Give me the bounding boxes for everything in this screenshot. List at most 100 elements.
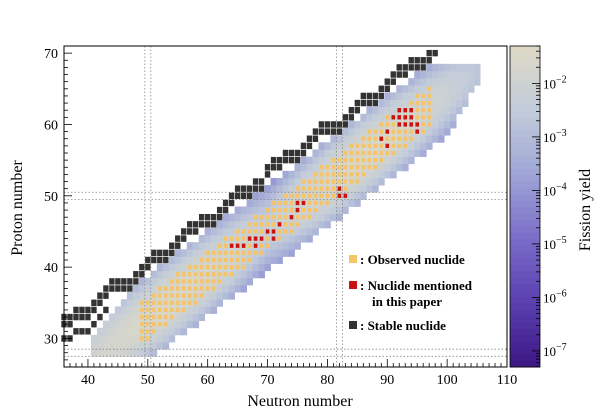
observed-nuclide (313, 200, 318, 206)
yield-cell (468, 63, 475, 72)
colorbar-tick-label: 10−6 (543, 288, 567, 305)
observed-nuclide (265, 207, 270, 213)
yield-cell (198, 313, 206, 322)
mentioned-nuclide (415, 129, 419, 134)
stable-nuclide (306, 135, 313, 142)
observed-nuclide (265, 222, 270, 227)
yield-cell (414, 149, 421, 157)
yield-cell (144, 342, 152, 350)
yield-cell (300, 235, 307, 243)
mentioned-nuclide (343, 193, 348, 198)
stable-nuclide (193, 221, 199, 228)
stable-nuclide (360, 99, 367, 107)
stable-nuclide (384, 78, 390, 85)
observed-nuclide (199, 279, 204, 284)
observed-nuclide (301, 215, 306, 220)
observed-nuclide (349, 165, 354, 170)
yield-cell (156, 270, 164, 279)
mentioned-nuclide (403, 108, 408, 113)
yield-cell (270, 242, 277, 250)
mentioned-nuclide (289, 215, 294, 220)
stable-nuclide (67, 313, 73, 321)
yield-cell (174, 249, 182, 257)
yield-cell (192, 242, 200, 250)
legend-label: : Stable nuclide (360, 318, 446, 333)
colorbar-tick-label: 10−4 (543, 181, 567, 198)
observed-nuclide (169, 314, 174, 320)
observed-nuclide (199, 293, 204, 298)
observed-nuclide (307, 207, 312, 213)
yield-cell (378, 170, 385, 179)
yield-cell (96, 327, 104, 336)
stable-nuclide (366, 92, 373, 100)
observed-nuclide (313, 179, 318, 184)
yield-cell (282, 185, 289, 193)
stable-nuclide (330, 121, 337, 128)
observed-nuclide (241, 264, 246, 270)
yield-cell (102, 320, 110, 329)
yield-cell (126, 299, 134, 307)
yield-cell (276, 242, 283, 250)
yield-cell (444, 128, 451, 136)
yield-cell (354, 185, 361, 193)
observed-nuclide (187, 286, 192, 291)
yield-cell (348, 199, 355, 207)
stable-nuclide (306, 142, 313, 150)
yield-cell (192, 313, 200, 322)
x-tick-label: 50 (141, 373, 155, 388)
stable-nuclide (127, 285, 133, 292)
colorbar-tick-label: 10−5 (543, 235, 567, 252)
yield-cell (246, 206, 253, 215)
colorbar-segment (510, 257, 540, 265)
yield-cell (282, 235, 289, 243)
stable-nuclide (414, 57, 420, 64)
mentioned-nuclide (337, 193, 342, 198)
observed-nuclide (403, 136, 408, 141)
yield-cell (450, 99, 457, 108)
yield-cell (288, 185, 295, 193)
x-tick-label: 80 (320, 373, 334, 388)
yield-cell (432, 113, 439, 122)
colorbar-segment (510, 289, 540, 297)
yield-cell (126, 334, 134, 343)
yield-cell (102, 349, 110, 357)
observed-nuclide (361, 165, 366, 170)
observed-nuclide (367, 143, 372, 149)
yield-cell (462, 92, 469, 100)
colorbar-segment (510, 283, 540, 291)
yield-cell (252, 263, 259, 272)
legend-swatch (349, 321, 357, 329)
observed-nuclide (146, 300, 150, 305)
stable-nuclide (282, 156, 289, 164)
observed-nuclide (355, 150, 360, 156)
colorbar-segment (510, 148, 540, 156)
observed-nuclide (235, 250, 240, 256)
yield-cell (408, 85, 415, 93)
observed-nuclide (217, 243, 222, 248)
colorbar-segment (510, 161, 540, 169)
yield-cell (258, 206, 265, 215)
yield-cell (438, 128, 445, 136)
yield-cell (150, 334, 158, 343)
yield-cell (258, 263, 265, 272)
colorbar-segment (510, 193, 540, 201)
yield-cell (354, 192, 361, 200)
yield-cell (366, 106, 373, 115)
yield-cell (156, 327, 164, 336)
yield-cell (264, 192, 271, 200)
mentioned-nuclide (235, 243, 240, 248)
mentioned-nuclide (229, 243, 234, 248)
yield-cell (390, 92, 397, 100)
yield-cell (246, 263, 253, 272)
observed-nuclide (307, 179, 312, 184)
yield-cell (240, 220, 247, 229)
yield-cell (234, 277, 242, 286)
colorbar-segment (510, 219, 540, 227)
observed-nuclide (241, 250, 246, 256)
colorbar-segment (510, 90, 540, 98)
yield-cell (360, 177, 367, 186)
observed-nuclide (277, 207, 282, 213)
stable-nuclide (420, 57, 426, 64)
yield-cell (204, 299, 212, 307)
yield-cell (372, 170, 379, 179)
